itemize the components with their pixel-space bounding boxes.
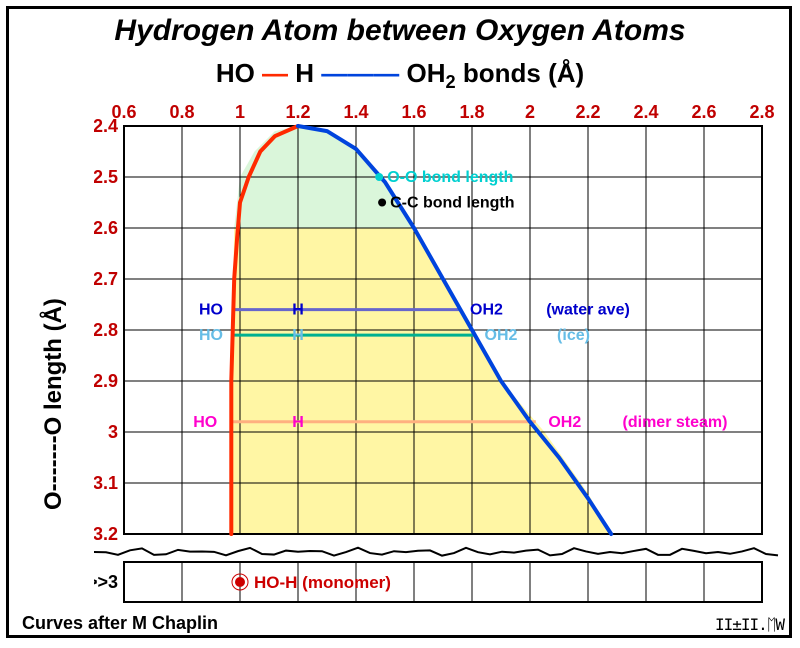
h-bond-label: (ice) <box>557 327 590 344</box>
x-tick-label: 1 <box>235 102 245 122</box>
y-tick-label: 2.4 <box>94 116 118 136</box>
h-bond-label: H <box>292 302 304 319</box>
h-bond-label: OH2 <box>470 302 503 319</box>
red-dash: — <box>255 58 295 88</box>
point-label: C-C bond length <box>390 195 514 212</box>
page-title: Hydrogen Atom between Oxygen Atoms <box>0 14 800 48</box>
x-tick-label: 2.6 <box>691 102 716 122</box>
y-tick-label: 2.7 <box>94 269 118 289</box>
subtitle-ho: HO <box>216 58 255 88</box>
x-tick-label: 2 <box>525 102 535 122</box>
h-bond-label: HO <box>193 414 217 431</box>
h-bond-label: H <box>292 327 304 344</box>
x-tick-label: 1.8 <box>459 102 484 122</box>
h-bond-label: HO <box>199 302 223 319</box>
x-tick-label: 1.6 <box>401 102 426 122</box>
y-tick-label: 2.5 <box>94 167 118 187</box>
y-tick-label: 2.8 <box>94 320 118 340</box>
monomer-point <box>235 577 245 587</box>
subtitle-sub: 2 <box>446 72 456 92</box>
y-tick-label: 2.6 <box>94 218 118 238</box>
x-tick-label: 2.8 <box>749 102 774 122</box>
monomer-label: HO-H (monomer) <box>254 573 391 592</box>
y-tick-label: 2.9 <box>94 371 118 391</box>
y-tick-label: 3.2 <box>94 524 118 544</box>
blue-dash: ——— <box>314 58 406 88</box>
h-bond-label: OH2 <box>485 327 518 344</box>
data-point <box>378 199 386 207</box>
x-tick-label: 1.4 <box>343 102 368 122</box>
subtitle-tail: bonds (Å) <box>456 58 585 88</box>
subtitle-h: H <box>295 58 314 88</box>
h-bond-label: HO <box>199 327 223 344</box>
subtitle: HO — H ——— OH2 bonds (Å) <box>0 58 800 93</box>
chart-area: 0.60.811.21.41.61.822.22.42.62.82.42.52.… <box>94 96 782 626</box>
x-tick-label: 1.2 <box>285 102 310 122</box>
point-label: O-O bond length <box>387 169 513 186</box>
h-bond-label: OH2 <box>548 414 581 431</box>
chart-svg: 0.60.811.21.41.61.822.22.42.62.82.42.52.… <box>94 96 782 626</box>
credit-text: Curves after M Chaplin <box>22 613 218 634</box>
x-tick-label: 0.8 <box>169 102 194 122</box>
extra-y-label: >>3 <box>94 572 118 592</box>
h-bond-label: (water ave) <box>546 302 630 319</box>
y-tick-label: 3 <box>108 422 118 442</box>
x-tick-label: 2.2 <box>575 102 600 122</box>
subtitle-oh: OH <box>407 58 446 88</box>
lower-box <box>124 562 762 602</box>
signature: II±II.ᛖW <box>715 615 784 634</box>
x-tick-label: 2.4 <box>633 102 658 122</box>
h-bond-label: H <box>292 414 304 431</box>
y-axis-label: O-------O length (Å) <box>40 298 68 510</box>
axis-break <box>94 548 778 556</box>
data-point <box>375 173 383 181</box>
h-bond-label: (dimer steam) <box>623 414 728 431</box>
y-tick-label: 3.1 <box>94 473 118 493</box>
